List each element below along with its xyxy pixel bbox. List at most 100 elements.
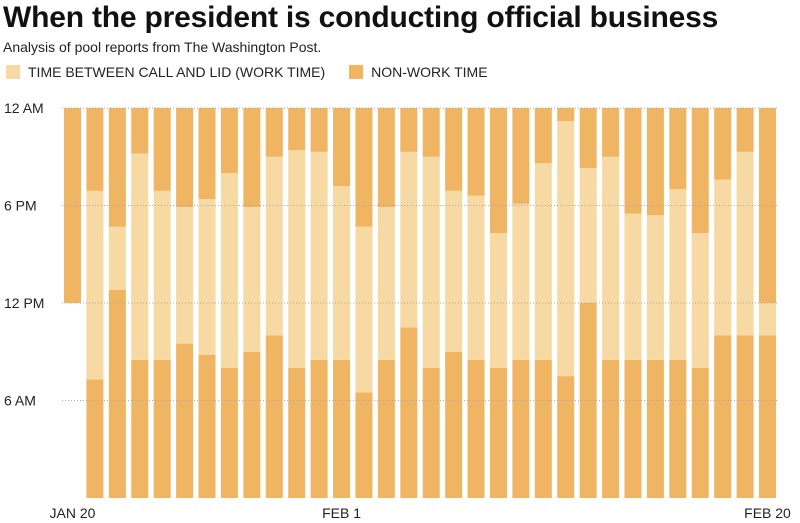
bar-work-17 (445, 190, 463, 352)
bar-nonwork-morning-19 (489, 368, 507, 498)
bar-nonwork-evening-8 (243, 108, 261, 208)
bar-nonwork-evening-5 (176, 108, 194, 208)
x-tick-label-1: FEB 1 (322, 505, 361, 521)
bar-nonwork-morning-6 (198, 355, 216, 498)
bar-nonwork-morning-4 (153, 359, 171, 498)
y-tick-label-1: 12 PM (4, 295, 44, 311)
bar-nonwork-evening-25 (624, 108, 642, 214)
bar-nonwork-evening-4 (153, 108, 171, 191)
bar-work-8 (243, 207, 261, 352)
bar-nonwork-morning-18 (467, 359, 485, 498)
bar-work-25 (624, 213, 642, 360)
bar-nonwork-evening-17 (445, 108, 463, 191)
bar-work-31 (759, 303, 777, 336)
bar-nonwork-morning-20 (512, 359, 530, 498)
bar-work-10 (288, 150, 306, 368)
bar-nonwork-morning-3 (131, 359, 149, 498)
bar-nonwork-evening-27 (669, 108, 687, 190)
bar-nonwork-evening-11 (310, 108, 328, 152)
chart-title: When the president is conducting officia… (3, 1, 719, 34)
bar-nonwork-evening-10 (288, 108, 306, 151)
bar-work-15 (400, 151, 418, 328)
bar-work-19 (489, 233, 507, 368)
x-tick-label-0: JAN 20 (50, 505, 96, 521)
bar-nonwork-morning-23 (579, 303, 597, 498)
y-axis: 6 AM 12 PM 6 PM 12 AM (4, 100, 44, 409)
bar-nonwork-morning-10 (288, 368, 306, 498)
chart-subtitle: Analysis of pool reports from The Washin… (3, 39, 322, 55)
bar-nonwork-morning-0 (64, 108, 81, 303)
bar-nonwork-morning-5 (176, 343, 194, 498)
bar-nonwork-morning-9 (265, 335, 283, 498)
bar-work-11 (310, 151, 328, 360)
gridlines-layer (62, 107, 778, 401)
bar-nonwork-morning-16 (422, 368, 440, 498)
bar-work-16 (422, 156, 440, 368)
bar-work-26 (646, 215, 664, 360)
bar-nonwork-evening-14 (377, 108, 395, 208)
bar-nonwork-evening-15 (400, 108, 418, 152)
bar-nonwork-morning-2 (108, 290, 126, 498)
x-tick-label-2: FEB 20 (744, 505, 791, 521)
bar-nonwork-evening-26 (646, 108, 664, 216)
bar-nonwork-morning-7 (220, 368, 238, 498)
bar-work-4 (153, 190, 171, 360)
legend-item-work-time: TIME BETWEEN CALL AND LID (WORK TIME) (6, 64, 325, 80)
bar-work-20 (512, 203, 530, 360)
bar-nonwork-evening-18 (467, 108, 485, 196)
x-axis: JAN 20 FEB 1 FEB 20 (50, 505, 792, 521)
y-tick-label-2: 6 PM (4, 198, 37, 214)
y-tick-label-3: 12 AM (4, 100, 44, 116)
bar-nonwork-morning-8 (243, 351, 261, 498)
legend-swatch-work-time (6, 65, 20, 79)
bar-nonwork-morning-21 (534, 359, 552, 498)
bar-work-7 (220, 173, 238, 368)
legend: TIME BETWEEN CALL AND LID (WORK TIME) NO… (6, 62, 512, 82)
bar-nonwork-evening-2 (108, 108, 126, 227)
bar-work-21 (534, 163, 552, 360)
bar-nonwork-morning-31 (759, 335, 777, 498)
bar-nonwork-evening-22 (557, 108, 575, 121)
bar-work-13 (355, 226, 373, 393)
bar-nonwork-evening-19 (489, 108, 507, 234)
bar-nonwork-evening-29 (714, 108, 732, 180)
bar-work-9 (265, 156, 283, 336)
bar-work-23 (579, 168, 597, 303)
bar-nonwork-morning-22 (557, 376, 575, 498)
bar-nonwork-evening-6 (198, 108, 216, 199)
bar-work-1 (86, 190, 104, 380)
bar-nonwork-morning-17 (445, 351, 463, 498)
bar-work-22 (557, 121, 575, 377)
bar-nonwork-morning-29 (714, 335, 732, 498)
y-tick-label-0: 6 AM (4, 393, 36, 409)
bar-nonwork-evening-16 (422, 108, 440, 157)
bar-nonwork-evening-28 (691, 108, 709, 234)
bar-nonwork-morning-12 (333, 359, 351, 498)
bar-nonwork-morning-14 (377, 359, 395, 498)
bar-nonwork-morning-13 (355, 392, 373, 498)
legend-swatch-non-work-time (349, 65, 364, 79)
bar-work-5 (176, 207, 194, 344)
legend-item-non-work-time: NON-WORK TIME (349, 64, 488, 80)
bar-work-30 (736, 151, 754, 336)
bar-work-6 (198, 199, 216, 355)
bar-nonwork-evening-21 (534, 108, 552, 164)
bar-work-12 (333, 186, 351, 360)
bar-nonwork-evening-13 (355, 108, 373, 227)
bar-work-29 (714, 179, 732, 336)
bar-nonwork-morning-11 (310, 359, 328, 498)
bar-nonwork-morning-28 (691, 368, 709, 498)
bar-nonwork-evening-3 (131, 108, 149, 154)
bars-layer (64, 108, 777, 498)
bar-nonwork-evening-1 (86, 108, 104, 191)
legend-label-work-time: TIME BETWEEN CALL AND LID (WORK TIME) (28, 64, 326, 80)
bar-nonwork-evening-9 (265, 108, 283, 157)
bar-nonwork-evening-12 (333, 108, 351, 186)
bar-nonwork-evening-30 (736, 108, 754, 152)
bar-nonwork-evening-23 (579, 108, 597, 169)
bar-work-3 (131, 153, 149, 360)
bar-nonwork-morning-27 (669, 359, 687, 498)
bar-nonwork-evening-7 (220, 108, 238, 173)
bar-work-24 (602, 156, 620, 360)
